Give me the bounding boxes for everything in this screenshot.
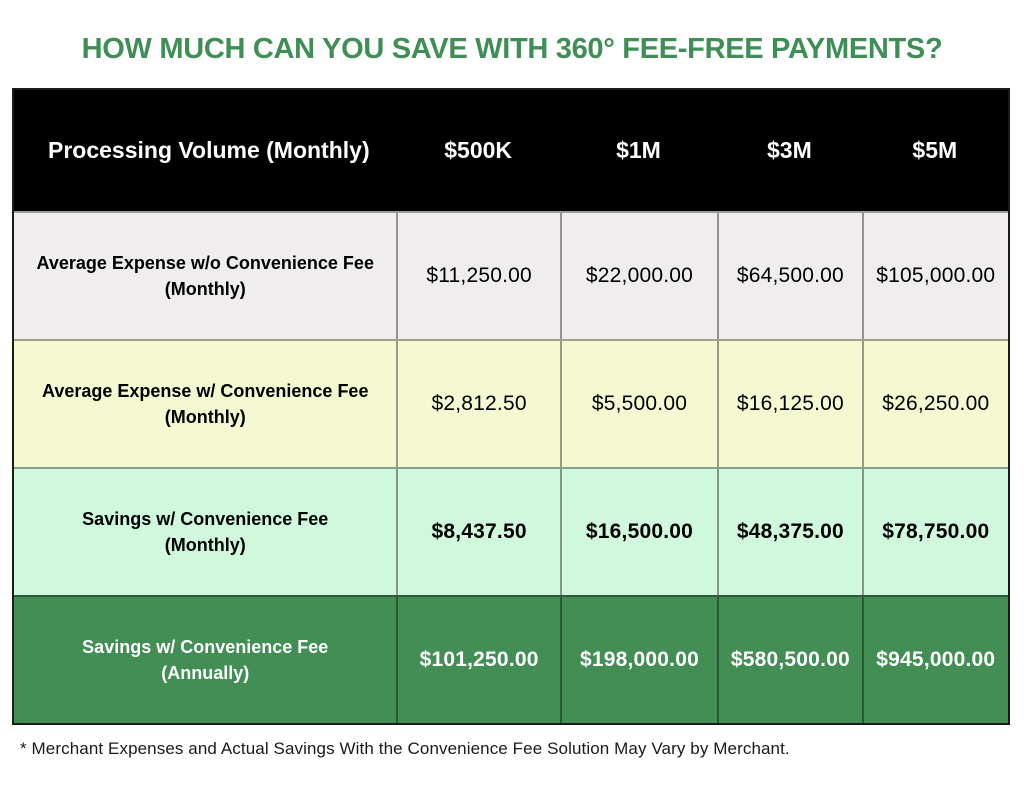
table-cell: $2,812.50	[396, 341, 559, 467]
row-label: Savings w/ Convenience Fee (Monthly)	[14, 469, 396, 595]
row-label: Average Expense w/ Convenience Fee (Mont…	[14, 341, 396, 467]
row-label-line2: (Annually)	[161, 663, 250, 683]
table-cell: $945,000.00	[861, 597, 1008, 723]
row-label: Savings w/ Convenience Fee (Annually)	[14, 597, 396, 723]
header-processing-volume: Processing Volume (Monthly)	[48, 137, 370, 163]
table-cell: $26,250.00	[861, 341, 1008, 467]
row-label-line2: (Monthly)	[164, 407, 246, 427]
table-cell: $48,375.00	[717, 469, 861, 595]
row-label: Average Expense w/o Convenience Fee (Mon…	[14, 213, 396, 339]
row-label-line2: (Monthly)	[164, 279, 246, 299]
table-header-row: Processing Volume (Monthly) $500K $1M $3…	[14, 90, 1008, 211]
savings-comparison-table: Processing Volume (Monthly) $500K $1M $3…	[12, 88, 1010, 725]
header-col-5m: $5M	[912, 137, 958, 163]
table-row-savings-annually: Savings w/ Convenience Fee (Annually) $1…	[14, 595, 1008, 723]
row-label-line1: Savings w/ Convenience Fee	[82, 636, 329, 657]
row-label-line1: Average Expense w/ Convenience Fee	[41, 380, 369, 401]
table-cell: $8,437.50	[396, 469, 559, 595]
header-col-500k: $500K	[444, 137, 513, 163]
table-cell: $16,500.00	[559, 469, 717, 595]
table-cell: $580,500.00	[717, 597, 861, 723]
table-cell: $105,000.00	[861, 213, 1008, 339]
table-cell: $5,500.00	[559, 341, 717, 467]
table-row-expense-with-fee: Average Expense w/ Convenience Fee (Mont…	[14, 339, 1008, 467]
table-cell: $198,000.00	[559, 597, 717, 723]
table-cell: $22,000.00	[559, 213, 717, 339]
table-cell: $64,500.00	[717, 213, 861, 339]
row-label-line1: Savings w/ Convenience Fee	[82, 508, 329, 529]
header-col-1m: $1M	[616, 137, 661, 163]
table-row-savings-monthly: Savings w/ Convenience Fee (Monthly) $8,…	[14, 467, 1008, 595]
table-cell: $11,250.00	[396, 213, 559, 339]
table-cell: $78,750.00	[861, 469, 1008, 595]
table-cell: $101,250.00	[396, 597, 559, 723]
table-row-expense-without-fee: Average Expense w/o Convenience Fee (Mon…	[14, 211, 1008, 339]
table-cell: $16,125.00	[717, 341, 861, 467]
row-label-line1: Average Expense w/o Convenience Fee	[36, 252, 374, 273]
disclaimer-footnote: * Merchant Expenses and Actual Savings W…	[20, 739, 790, 758]
page-title: HOW MUCH CAN YOU SAVE WITH 360° FEE-FREE…	[81, 33, 943, 65]
header-col-3m: $3M	[766, 137, 812, 163]
row-label-line2: (Monthly)	[164, 535, 246, 555]
